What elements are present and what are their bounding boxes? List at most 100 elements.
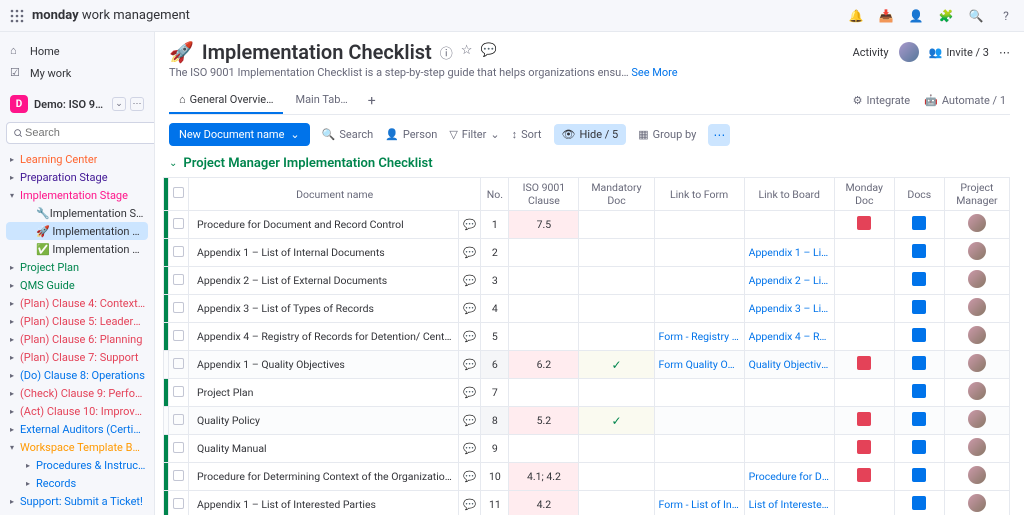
cell-clause[interactable] — [509, 267, 579, 295]
chevron-down-icon[interactable]: ⌄ — [112, 97, 126, 111]
cell-clause[interactable]: 5.2 — [509, 407, 579, 435]
cell-mandatory[interactable] — [579, 267, 654, 295]
tree-item[interactable]: ▸(Do) Clause 8: Operations — [6, 366, 148, 384]
tree-item[interactable]: ▸QMS Guide — [6, 276, 148, 294]
cell-clause[interactable] — [509, 323, 579, 351]
toolbar-hide[interactable]: 👁 Hide / 5 — [554, 124, 627, 145]
cell-mandatory[interactable] — [579, 379, 654, 407]
cell-monday-doc[interactable] — [834, 463, 894, 491]
col-name[interactable]: Document name — [189, 178, 481, 211]
col-clause[interactable]: ISO 9001 Clause — [509, 178, 579, 211]
cell-no[interactable]: 9 — [481, 435, 509, 463]
add-tab-button[interactable]: + — [360, 89, 384, 113]
cell-link-board[interactable]: Appendix 2 – List of… — [744, 267, 834, 295]
invite-button[interactable]: 👥 Invite / 3 — [929, 46, 989, 59]
toolbar-group[interactable]: ▦ Group by — [638, 128, 696, 141]
col-pm[interactable]: Project Manager — [944, 178, 1009, 211]
cell-mandatory[interactable] — [579, 239, 654, 267]
col-mon[interactable]: Monday Doc — [834, 178, 894, 211]
item-name[interactable]: Appendix 1 – Quality Objectives — [189, 351, 459, 379]
cell-monday-doc[interactable] — [834, 239, 894, 267]
cell-monday-doc[interactable] — [834, 267, 894, 295]
cell-no[interactable]: 8 — [481, 407, 509, 435]
tree-item[interactable]: ▸Support: Submit a Ticket! — [6, 492, 148, 510]
cell-project-manager[interactable] — [944, 295, 1009, 323]
toolbar-more-icon[interactable]: ⋯ — [708, 124, 730, 146]
cell-mandatory[interactable] — [579, 491, 654, 515]
cell-link-board[interactable]: Appendix 1 – List of … — [744, 239, 834, 267]
cell-clause[interactable] — [509, 379, 579, 407]
cell-project-manager[interactable] — [944, 379, 1009, 407]
automate-button[interactable]: 🤖 Automate / 1 — [924, 94, 1006, 107]
cell-clause[interactable]: 4.1; 4.2 — [509, 463, 579, 491]
board-title[interactable]: Implementation Checklist — [202, 40, 432, 64]
cell-link-form[interactable] — [654, 211, 744, 239]
toolbar-sort[interactable]: ↕ Sort — [512, 128, 542, 141]
cell-clause[interactable]: 7.5 — [509, 211, 579, 239]
cell-project-manager[interactable] — [944, 463, 1009, 491]
cell-project-manager[interactable] — [944, 211, 1009, 239]
row-checkbox[interactable] — [173, 246, 184, 257]
cell-docs[interactable] — [894, 379, 944, 407]
nav-home[interactable]: ⌂ Home — [6, 40, 148, 62]
row-checkbox[interactable] — [173, 386, 184, 397]
cell-docs[interactable] — [894, 463, 944, 491]
inbox-icon[interactable]: 📥 — [878, 8, 894, 24]
cell-link-form[interactable] — [654, 407, 744, 435]
table-row[interactable]: Appendix 1 – Quality Objectives 💬 6 6.2 … — [164, 351, 1010, 379]
table-row[interactable]: Procedure for Document and Record Contro… — [164, 211, 1010, 239]
table-row[interactable]: Appendix 1 – List of Interested Parties … — [164, 491, 1010, 515]
tree-item[interactable]: ▾Workspace Template Boards — [6, 438, 148, 456]
cell-docs[interactable] — [894, 211, 944, 239]
new-item-button[interactable]: New Document name ⌄ — [169, 123, 310, 146]
row-checkbox[interactable] — [173, 302, 184, 313]
tree-item[interactable]: ▸(Plan) Clause 4: Context of t… — [6, 294, 148, 312]
open-updates-icon[interactable]: 💬 — [463, 330, 476, 343]
group-title[interactable]: Project Manager Implementation Checklist — [183, 156, 432, 171]
tab-main[interactable]: Main Tab… — [285, 87, 357, 114]
cell-link-board[interactable]: List of Interested Pa… — [744, 491, 834, 515]
help-icon[interactable]: ? — [998, 8, 1014, 24]
cell-docs[interactable] — [894, 435, 944, 463]
tree-item[interactable]: ▸(Check) Clause 9: Performan… — [6, 384, 148, 402]
open-updates-icon[interactable]: 💬 — [463, 218, 476, 231]
item-name[interactable]: Appendix 3 – List of Types of Records — [189, 295, 459, 323]
cell-link-form[interactable]: Form - Registry of R… — [654, 323, 744, 351]
cell-link-form[interactable] — [654, 435, 744, 463]
cell-mandatory[interactable] — [579, 295, 654, 323]
item-name[interactable]: Procedure for Document and Record Contro… — [189, 211, 459, 239]
cell-link-board[interactable]: Procedure for Deter… — [744, 463, 834, 491]
tab-general[interactable]: ⌂General Overvie… — [169, 87, 283, 114]
open-updates-icon[interactable]: 💬 — [463, 274, 476, 287]
cell-project-manager[interactable] — [944, 323, 1009, 351]
cell-docs[interactable] — [894, 239, 944, 267]
cell-docs[interactable] — [894, 351, 944, 379]
tree-subitem[interactable]: 🚀 Implementation Che… — [6, 222, 148, 240]
row-checkbox[interactable] — [173, 358, 184, 369]
open-updates-icon[interactable]: 💬 — [463, 246, 476, 259]
cell-mandatory[interactable] — [579, 463, 654, 491]
tree-item[interactable]: ▸(Plan) Clause 7: Support — [6, 348, 148, 366]
chat-icon[interactable]: 💬 — [480, 43, 496, 62]
item-name[interactable]: Appendix 4 – Registry of Records for Det… — [189, 323, 459, 351]
row-checkbox[interactable] — [173, 414, 184, 425]
info-icon[interactable]: ⓘ — [440, 43, 453, 62]
open-updates-icon[interactable]: 💬 — [463, 414, 476, 427]
apps-grid-icon[interactable] — [10, 9, 24, 23]
open-updates-icon[interactable]: 💬 — [463, 302, 476, 315]
tree-subitem[interactable]: ▸Procedures & Instructions — [6, 456, 148, 474]
cell-project-manager[interactable] — [944, 435, 1009, 463]
table-row[interactable]: Appendix 3 – List of Types of Records 💬 … — [164, 295, 1010, 323]
cell-link-form[interactable] — [654, 379, 744, 407]
open-updates-icon[interactable]: 💬 — [463, 498, 476, 511]
toolbar-person[interactable]: 👤 Person — [385, 128, 437, 141]
cell-link-form[interactable] — [654, 463, 744, 491]
cell-no[interactable]: 11 — [481, 491, 509, 515]
open-updates-icon[interactable]: 💬 — [463, 386, 476, 399]
workspace-menu-icon[interactable]: ⋯ — [130, 97, 144, 111]
row-checkbox[interactable] — [173, 498, 184, 509]
item-name[interactable]: Procedure for Determining Context of the… — [189, 463, 459, 491]
open-updates-icon[interactable]: 💬 — [463, 442, 476, 455]
cell-link-form[interactable]: Form Quality Object… — [654, 351, 744, 379]
group-collapse-icon[interactable]: ⌄ — [169, 158, 177, 169]
